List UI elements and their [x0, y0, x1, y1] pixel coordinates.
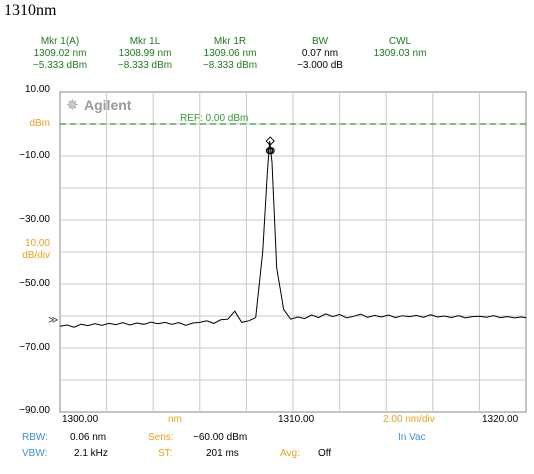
marker-line2: −8.333 dBm	[202, 60, 258, 71]
vbw-label: VBW:	[22, 448, 48, 459]
marker-line1: 1309.06 nm	[203, 48, 257, 59]
marker-label: CWL	[388, 36, 412, 47]
marker-line2: −8.333 dBm	[117, 60, 173, 71]
ref-arrow-icon: ≫	[48, 315, 58, 326]
marker-label: Mkr 1R	[213, 36, 247, 47]
marker-readout-1: Mkr 1L 1308.99 nm −8.333 dBm	[100, 36, 190, 72]
ref-level-label: REF: 0.00 dBm	[180, 113, 248, 124]
y-tick-minus30: −30.00	[19, 214, 50, 225]
x-tick-right: 1320.00	[482, 414, 519, 425]
y-tick-minus50: −50.00	[19, 278, 50, 289]
marker-readout-2: Mkr 1R 1309.06 nm −8.333 dBm	[185, 36, 275, 72]
sens-value: −60.00 dBm	[193, 432, 248, 443]
x-per-div: 2.00 nm/div	[383, 414, 435, 425]
x-tick-center: 1310.00	[278, 414, 315, 425]
agilent-logo-icon: ✵	[66, 96, 79, 114]
x-tick-left: 1300.00	[62, 414, 99, 425]
marker-label: Mkr 1L	[129, 36, 161, 47]
x-unit-label: nm	[168, 414, 182, 425]
marker-line2: −5.333 dBm	[32, 60, 88, 71]
y-scale-unit: dB/div	[22, 250, 50, 261]
y-unit-label: dBm	[29, 118, 50, 129]
marker-label: Mkr 1(A)	[40, 36, 80, 47]
avg-value: Off	[318, 448, 332, 459]
marker-line1: 1309.03 nm	[373, 48, 427, 59]
st-value: 201 ms	[206, 448, 239, 459]
y-tick-minus70: −70.00	[19, 342, 50, 353]
marker-label: BW	[311, 36, 329, 47]
rbw-value: 0.06 nm	[70, 432, 107, 443]
avg-label: Avg:	[280, 448, 300, 459]
y-scale-value: 10.00	[24, 238, 50, 249]
trace-series-0	[59, 140, 527, 328]
rbw-label: RBW:	[22, 432, 48, 443]
page-title: 1310nm	[4, 2, 57, 19]
marker-readout-4: CWL 1309.03 nm	[355, 36, 445, 60]
st-label: ST:	[158, 448, 173, 459]
vbw-value: 2.1 kHz	[74, 448, 108, 459]
marker-line1: 1308.99 nm	[118, 48, 172, 59]
marker-line2: −3.000 dB	[297, 60, 343, 71]
y-tick-top: 10.00	[24, 84, 50, 95]
marker-point-0	[265, 136, 275, 146]
y-tick-bottom: −90.00	[19, 405, 50, 416]
marker-readout-3: BW 0.07 nm −3.000 dB	[275, 36, 365, 72]
sens-label: Sens:	[148, 432, 174, 443]
marker-readout-0: Mkr 1(A) 1309.02 nm −5.333 dBm	[15, 36, 105, 72]
in-vac-label: In Vac	[398, 432, 426, 443]
agilent-logo-text: Agilent	[84, 97, 132, 113]
marker-point-2	[267, 147, 275, 155]
marker-line1: 0.07 nm	[301, 48, 339, 59]
y-tick-minus10: −10.00	[19, 150, 50, 161]
marker-line1: 1309.02 nm	[33, 48, 87, 59]
